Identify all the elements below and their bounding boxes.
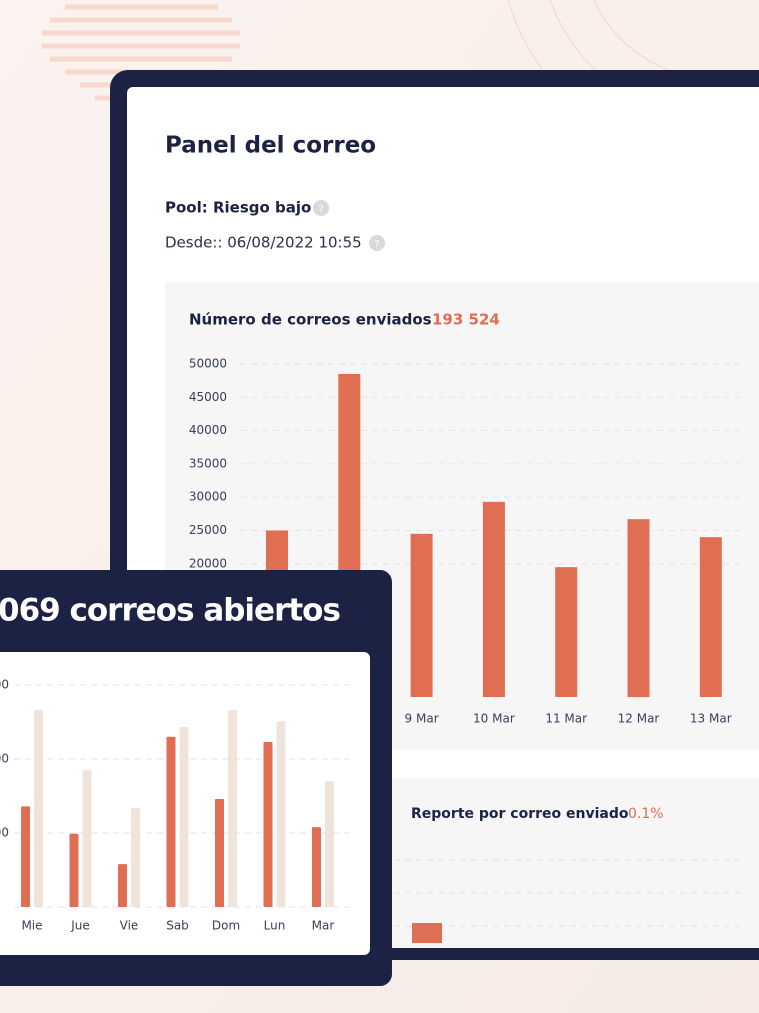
y-tick-label: 00: [0, 752, 9, 766]
desde: Desde:: 06/08/2022 10:55: [165, 234, 362, 252]
bar: [131, 807, 140, 907]
chart-title: Número de correos enviados: [189, 311, 432, 329]
chart-total: 193 524: [432, 311, 500, 329]
y-tick-label: 20000: [189, 556, 227, 570]
report-bar-partial: [412, 923, 442, 943]
y-tick-label: 00: [0, 678, 9, 692]
overlay-title: 069 correos abiertos: [0, 593, 340, 629]
report-value: 0.1%: [628, 806, 664, 822]
x-tick-label: Sab: [166, 919, 189, 933]
bar: [263, 741, 273, 907]
x-tick-label: Mar: [312, 919, 335, 933]
x-tick-label: 13 Mar: [690, 712, 732, 726]
bar: [699, 537, 722, 697]
bar: [118, 864, 127, 907]
bar: [482, 501, 505, 697]
help-icon-text: ?: [318, 204, 323, 215]
y-tick-label: 25000: [189, 523, 227, 537]
x-tick-label: Jue: [70, 919, 90, 933]
y-tick-label: 45000: [189, 390, 227, 404]
bar: [627, 519, 650, 697]
bar: [228, 710, 237, 907]
bar: [325, 781, 334, 907]
pool: Pool: Riesgo bajo: [165, 199, 311, 217]
bar: [166, 736, 176, 907]
bar: [555, 567, 578, 697]
bar: [276, 721, 286, 907]
help-icon-text: ?: [374, 239, 379, 250]
bar: [21, 806, 30, 907]
bar: [69, 833, 79, 907]
bar: [312, 827, 321, 907]
chart-opened: 00 00 00 Mie Jue Vie Sab Dom Lun Mar: [0, 678, 355, 933]
y-tick-label: 35000: [189, 456, 227, 470]
x-tick-label: 10 Mar: [473, 712, 515, 726]
bar: [215, 798, 224, 907]
x-tick-label: Vie: [120, 919, 139, 933]
y-tick-label: 50000: [189, 357, 227, 371]
panel-title: Panel del correo: [165, 133, 376, 159]
bar: [410, 533, 433, 697]
help-icon[interactable]: [313, 200, 329, 216]
bar: [179, 727, 189, 907]
x-tick-label: 12 Mar: [618, 712, 660, 726]
x-tick-label: Mie: [21, 919, 42, 933]
x-tick-label: Dom: [212, 919, 240, 933]
x-tick-label: 9 Mar: [405, 712, 439, 726]
bar: [34, 710, 43, 907]
report-title: Reporte por correo enviado: [411, 806, 629, 822]
bar: [82, 770, 92, 907]
help-icon[interactable]: [369, 235, 385, 251]
y-tick-label: 00: [0, 826, 9, 840]
y-tick-label: 40000: [189, 423, 227, 437]
y-tick-label: 30000: [189, 490, 227, 504]
x-tick-label: Lun: [264, 919, 286, 933]
x-tick-label: 11 Mar: [545, 712, 587, 726]
